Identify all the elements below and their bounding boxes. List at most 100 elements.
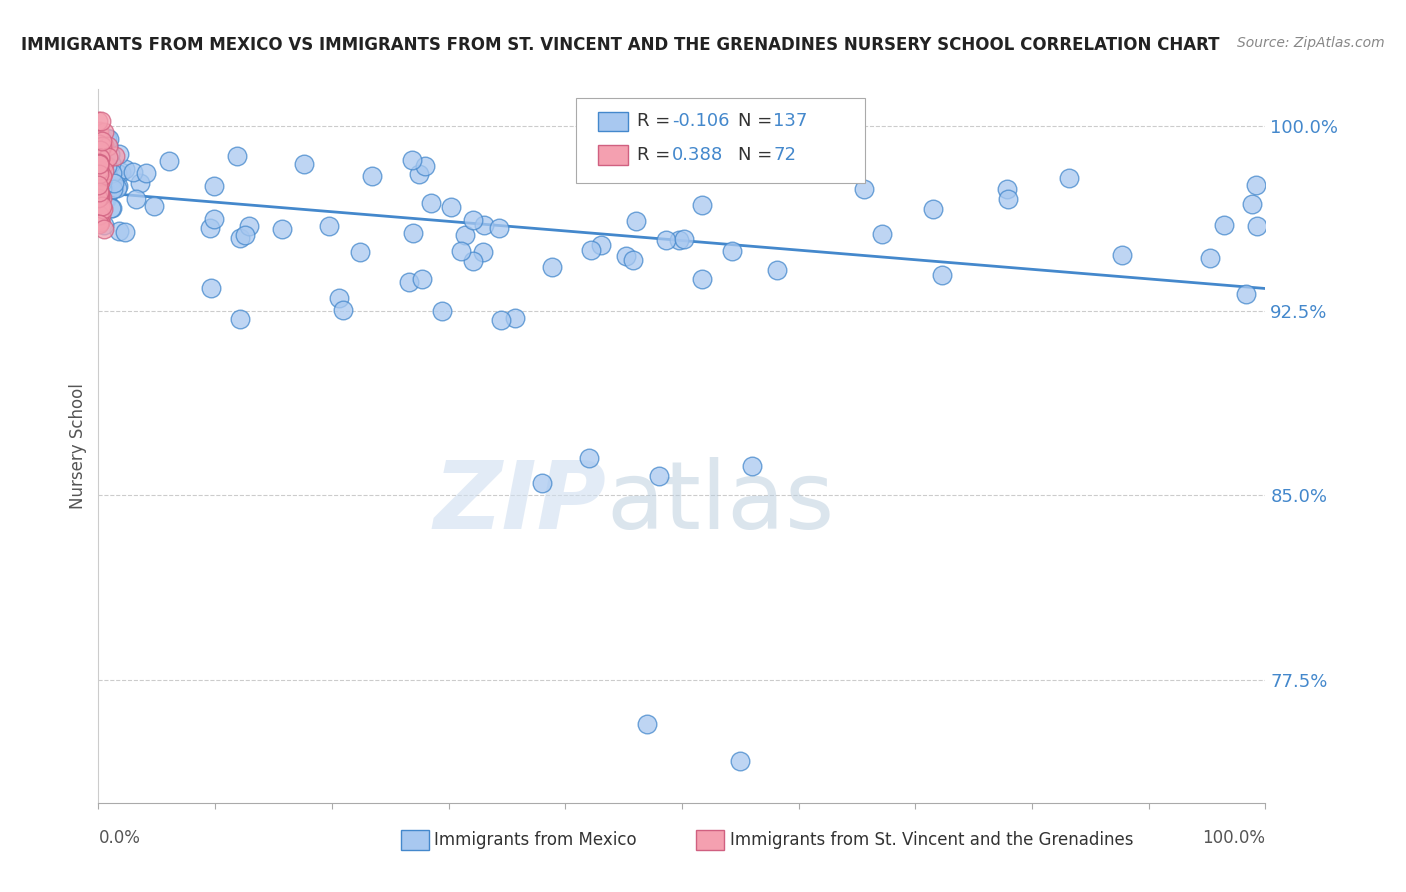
Point xyxy=(450,244,472,258)
Point xyxy=(530,475,553,490)
Point xyxy=(91,169,114,183)
Point xyxy=(835,153,858,168)
Point xyxy=(90,139,112,153)
Point xyxy=(668,233,690,247)
Point xyxy=(104,148,127,162)
Point xyxy=(97,150,120,164)
Point xyxy=(225,148,247,162)
Point xyxy=(87,185,110,199)
Point xyxy=(721,244,744,258)
Point xyxy=(91,175,114,189)
Point xyxy=(1244,178,1267,193)
Point xyxy=(89,191,111,205)
Point xyxy=(87,186,110,200)
Point xyxy=(90,180,112,194)
Point xyxy=(89,153,111,167)
Point xyxy=(87,191,110,205)
Point xyxy=(90,192,112,206)
Point xyxy=(110,165,132,179)
Point xyxy=(135,166,157,180)
Point xyxy=(87,157,110,171)
Point xyxy=(87,208,110,222)
Point xyxy=(1234,287,1257,301)
Text: 137: 137 xyxy=(773,112,807,130)
Point xyxy=(89,151,111,165)
Point xyxy=(91,181,114,195)
Point xyxy=(93,176,115,190)
Point xyxy=(94,191,117,205)
Point xyxy=(87,146,110,161)
Point xyxy=(93,138,115,153)
Point xyxy=(198,220,221,235)
Point xyxy=(624,214,647,228)
Point xyxy=(90,167,112,181)
Point xyxy=(621,252,644,267)
Point xyxy=(87,177,110,191)
Point xyxy=(90,154,112,169)
Point xyxy=(89,183,111,197)
Point xyxy=(202,178,225,193)
Point xyxy=(89,215,111,229)
Point xyxy=(96,179,118,194)
Point xyxy=(589,238,612,252)
Point xyxy=(853,182,876,196)
Point xyxy=(93,125,115,139)
Point xyxy=(87,155,110,169)
Point xyxy=(673,232,696,246)
Point xyxy=(690,272,713,286)
Point xyxy=(90,197,112,211)
Text: atlas: atlas xyxy=(606,457,834,549)
Point xyxy=(90,134,112,148)
Point xyxy=(87,180,110,194)
Point xyxy=(87,133,110,147)
Point xyxy=(93,181,115,195)
Point xyxy=(89,176,111,190)
Point xyxy=(1057,171,1080,186)
Point xyxy=(96,191,118,205)
Point xyxy=(89,193,111,207)
Point xyxy=(129,177,152,191)
Point xyxy=(114,161,136,176)
Point xyxy=(97,139,120,153)
Text: N =: N = xyxy=(738,146,778,164)
Point xyxy=(87,169,110,184)
Point xyxy=(87,202,110,217)
Point xyxy=(89,175,111,189)
Point xyxy=(90,208,112,222)
Point xyxy=(995,182,1018,196)
Point xyxy=(413,159,436,173)
Point xyxy=(89,155,111,169)
Point xyxy=(741,458,763,473)
Text: Source: ZipAtlas.com: Source: ZipAtlas.com xyxy=(1237,36,1385,50)
Point xyxy=(411,272,433,286)
Point xyxy=(125,193,148,207)
Point xyxy=(87,186,110,200)
Point xyxy=(87,163,110,178)
Point xyxy=(87,167,110,181)
Point xyxy=(87,197,110,211)
Point xyxy=(87,178,110,192)
Point xyxy=(93,195,115,210)
Point xyxy=(238,219,260,233)
Point xyxy=(636,717,658,731)
Point xyxy=(647,468,669,483)
Point xyxy=(471,244,494,259)
Point xyxy=(87,161,110,176)
Point xyxy=(229,231,252,245)
Point xyxy=(292,157,315,171)
Text: 72: 72 xyxy=(773,146,796,164)
Text: R =: R = xyxy=(637,112,676,130)
Point xyxy=(87,187,110,202)
Point xyxy=(108,146,131,161)
Point xyxy=(461,254,484,268)
Text: IMMIGRANTS FROM MEXICO VS IMMIGRANTS FROM ST. VINCENT AND THE GRENADINES NURSERY: IMMIGRANTS FROM MEXICO VS IMMIGRANTS FRO… xyxy=(21,36,1219,54)
Point xyxy=(328,292,350,306)
Point xyxy=(105,166,128,180)
Point xyxy=(108,224,131,238)
Point xyxy=(87,200,110,214)
Point xyxy=(101,182,124,196)
Point xyxy=(655,233,678,247)
Point xyxy=(89,170,111,185)
Point xyxy=(419,196,441,211)
Point xyxy=(114,225,136,239)
